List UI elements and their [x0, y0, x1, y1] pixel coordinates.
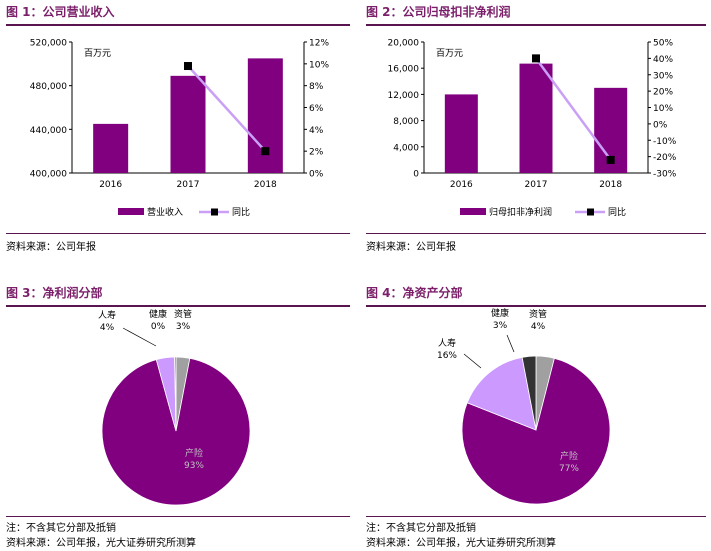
y2-tick-label: 40%: [653, 55, 673, 65]
x-tick-label: 2016: [450, 180, 473, 190]
legend-swatch-marker: [587, 209, 594, 216]
figure-1-title: 图 1：公司营业收入: [6, 2, 115, 22]
figure-4-title: 图 4：净资产分部: [366, 283, 463, 303]
pie-label-pct: 4%: [531, 322, 546, 332]
y-tick-label: 4,000: [393, 143, 419, 153]
pie-label-pct: 77%: [559, 464, 579, 474]
figure-4-note: 注：不含其它分部及抵销: [366, 519, 476, 534]
pie-leader-line: [464, 354, 481, 368]
pie-label-name: 健康: [491, 308, 509, 319]
y-tick-label: 0: [413, 170, 419, 180]
pie-label-name: 健康: [149, 308, 167, 320]
legend-label: 同比: [232, 206, 250, 218]
legend-swatch-marker: [211, 209, 218, 216]
y-tick-label: 12,000: [388, 91, 420, 101]
y2-tick-label: 4%: [309, 126, 324, 136]
legend-label: 归母扣非净利润: [489, 206, 552, 218]
figure-4-top-rule: [366, 305, 706, 307]
x-tick-label: 2018: [599, 180, 622, 190]
y-tick-label: 16,000: [388, 65, 420, 75]
figure-3-top-rule: [6, 305, 350, 307]
y2-tick-label: -30%: [653, 170, 677, 180]
pie-label-name: 资管: [174, 308, 192, 320]
y-tick-label: 400,000: [30, 170, 67, 180]
y-tick-label: 520,000: [30, 39, 67, 49]
x-tick-label: 2017: [177, 180, 200, 190]
bar-2016: [445, 94, 478, 173]
y-tick-label: 8,000: [393, 117, 419, 127]
y-tick-label: 480,000: [30, 82, 67, 92]
pie-label-pct: 3%: [493, 321, 508, 331]
y2-tick-label: 0%: [309, 170, 324, 180]
figure-2-bottom-rule: [366, 233, 706, 234]
legend-label: 营业收入: [147, 206, 183, 218]
figure-4-chart: 资管 4% 产险 77% 人寿 16% 健康 3%: [366, 308, 706, 516]
y2-tick-label: -20%: [653, 153, 677, 163]
pie-label-pct: 16%: [437, 351, 457, 361]
unit-label: 百万元: [84, 48, 111, 59]
legend-label: 同比: [608, 206, 626, 218]
figure-3-title: 图 3：净利润分部: [6, 283, 103, 303]
y2-tick-label: 6%: [309, 104, 324, 114]
y2-tick-label: 0%: [653, 120, 668, 130]
figure-2-top-rule: [366, 24, 706, 26]
figure-2-title: 图 2：公司归母扣非净利润: [366, 2, 511, 22]
legend-swatch-bar: [460, 208, 486, 215]
figure-4-bottom-rule: [366, 516, 706, 517]
y2-tick-label: 12%: [309, 39, 329, 49]
pie-label-pct: 4%: [100, 323, 115, 333]
pie-label-name: 人寿: [98, 309, 116, 321]
y2-tick-label: 50%: [653, 39, 673, 49]
legend-swatch-bar: [118, 208, 144, 215]
y2-tick-label: 10%: [309, 60, 329, 70]
figure-1-chart: 520,000 480,000 440,000 400,000 12% 10% 8% 6% 4%…: [6, 28, 350, 233]
yoy-point: [184, 62, 192, 70]
figure-1-top-rule: [6, 24, 350, 26]
x-tick-label: 2017: [525, 180, 548, 190]
figure-3-bottom-rule: [6, 516, 350, 517]
figure-2-source: 资料来源：公司年报: [366, 238, 456, 253]
y2-tick-label: -10%: [653, 137, 677, 147]
figure-2-chart: 20,000 16,000 12,000 8,000 4,000 0 50% 40% 30% 20…: [366, 28, 706, 233]
figure-3-chart: 资管 3% 产险 93% 人寿 4% 健康 0%: [6, 308, 350, 516]
y2-tick-label: 2%: [309, 148, 324, 158]
yoy-point: [532, 54, 540, 62]
bar-2017: [171, 76, 206, 173]
x-tick-label: 2018: [254, 180, 277, 190]
pie-label-pct: 3%: [176, 322, 191, 332]
y2-tick-label: 30%: [653, 71, 673, 81]
bar-2016: [93, 124, 128, 173]
figure-3-source: 资料来源：公司年报，光大证券研究所测算: [6, 534, 196, 549]
figure-3-panel: 图 3：净利润分部 资管 3% 产险 93% 人寿 4% 健康 0% 注：不含其它分部及抵销 …: [6, 283, 350, 549]
pie-leader-line: [507, 335, 514, 352]
figure-1-panel: 图 1：公司营业收入 520,000 480,000 440,000 400,000 1…: [6, 2, 350, 252]
figure-3-note: 注：不含其它分部及抵销: [6, 519, 116, 534]
figure-4-panel: 图 4：净资产分部 资管 4% 产险 77% 人寿 16% 健康 3% 注：不含其它分部及抵销…: [366, 283, 706, 549]
bar-2017: [520, 64, 553, 173]
yoy-point: [607, 156, 615, 164]
pie-label-name: 产险: [185, 447, 203, 459]
pie-label-name: 产险: [560, 450, 578, 462]
pie-label-pct: 93%: [184, 461, 204, 471]
y2-tick-label: 20%: [653, 88, 673, 98]
y2-tick-label: 10%: [653, 104, 673, 114]
figure-1-source: 资料来源：公司年报: [6, 238, 96, 253]
yoy-point: [261, 147, 269, 155]
y-tick-label: 440,000: [30, 126, 67, 136]
figure-1-bottom-rule: [6, 233, 350, 234]
unit-label: 百万元: [436, 48, 463, 59]
bar-2018: [248, 58, 283, 173]
y2-tick-label: 8%: [309, 82, 324, 92]
x-tick-label: 2016: [99, 180, 122, 190]
pie-label-pct: 0%: [151, 322, 166, 332]
figure-4-source: 资料来源：公司年报，光大证券研究所测算: [366, 534, 556, 549]
pie-label-name: 人寿: [438, 337, 456, 349]
y-tick-label: 20,000: [388, 39, 420, 49]
pie-label-name: 资管: [529, 308, 547, 320]
figure-2-panel: 图 2：公司归母扣非净利润 20,000 16,000 12,000 8,000 4,0…: [366, 2, 706, 252]
